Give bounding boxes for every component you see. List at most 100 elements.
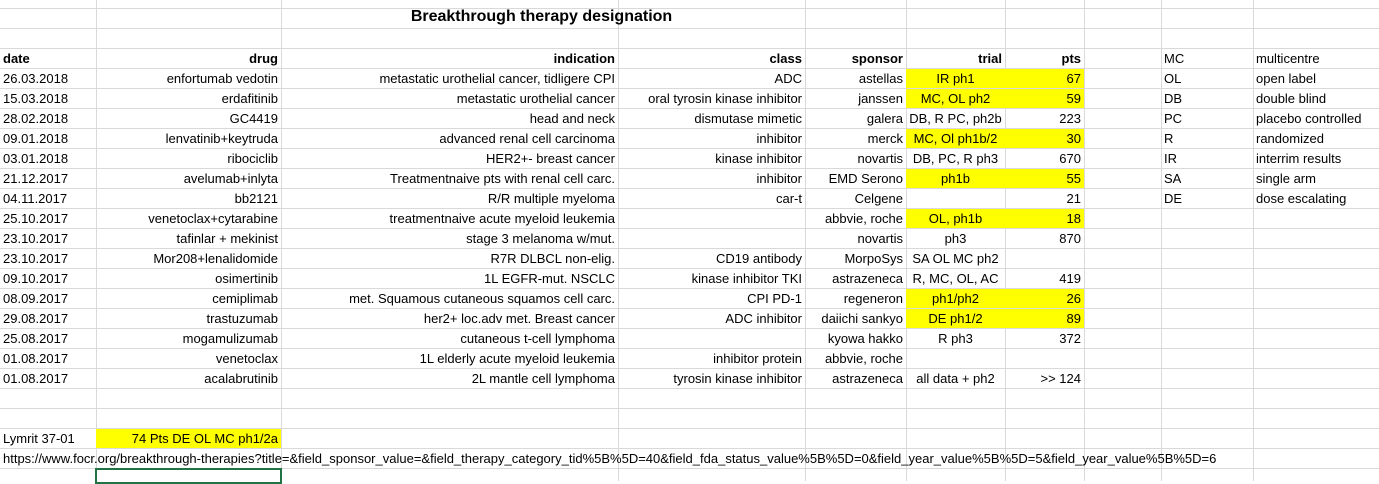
cell-trial[interactable]: DB, PC, R ph3: [912, 151, 999, 166]
cell-sponsor[interactable]: merck: [867, 131, 903, 146]
cell-trial[interactable]: R ph3: [938, 331, 973, 346]
cell-sponsor[interactable]: daiichi sankyo: [821, 311, 903, 326]
cell-indication[interactable]: met. Squamous cutaneous squamos cell car…: [349, 291, 615, 306]
cell-date[interactable]: 28.02.2018: [3, 111, 69, 126]
header-sponsor[interactable]: sponsor: [851, 51, 903, 66]
cell-drug[interactable]: erdafitinib: [221, 91, 278, 106]
cell-class[interactable]: dismutase mimetic: [694, 111, 802, 126]
cell-date[interactable]: 23.10.2017: [3, 251, 69, 266]
cell-date[interactable]: 08.09.2017: [3, 291, 69, 306]
cell-sponsor[interactable]: EMD Serono: [828, 171, 903, 186]
cell-drug[interactable]: osimertinib: [215, 271, 278, 286]
cell-class[interactable]: [618, 329, 805, 348]
cell-indication[interactable]: metastatic urothelial cancer: [456, 91, 615, 106]
cell-pts[interactable]: 670: [1059, 151, 1081, 166]
cell-pts[interactable]: 21: [1066, 191, 1081, 206]
footer-note[interactable]: 74 Pts DE OL MC ph1/2a: [96, 429, 281, 448]
cell-trial[interactable]: MC, OL ph2: [906, 89, 1005, 108]
legend-meaning[interactable]: randomized: [1256, 131, 1324, 146]
source-url[interactable]: https://www.focr.org/breakthrough-therap…: [3, 451, 1217, 466]
cell-pts[interactable]: 223: [1059, 111, 1081, 126]
cell-drug[interactable]: enfortumab vedotin: [166, 71, 278, 86]
cell-trial[interactable]: R, MC, OL, AC: [912, 271, 999, 286]
cell-indication[interactable]: R/R multiple myeloma: [487, 191, 615, 206]
cell-sponsor[interactable]: janssen: [858, 91, 903, 106]
cell-pts[interactable]: 89: [1005, 309, 1084, 328]
cell-pts[interactable]: [1005, 249, 1084, 268]
header-date[interactable]: date: [3, 51, 30, 66]
cell-drug[interactable]: GC4419: [229, 111, 278, 126]
cell-pts[interactable]: >> 124: [1040, 371, 1082, 386]
cell-drug[interactable]: venetoclax: [215, 351, 278, 366]
cell-drug[interactable]: tafinlar + mekinist: [176, 231, 278, 246]
cell-class[interactable]: inhibitor: [756, 131, 802, 146]
cell-pts[interactable]: [1005, 349, 1084, 368]
cell-sponsor[interactable]: Celgene: [854, 191, 903, 206]
cell-pts[interactable]: 59: [1005, 89, 1084, 108]
cell-sponsor[interactable]: kyowa hakko: [827, 331, 903, 346]
cell-indication[interactable]: cutaneous t-cell lymphoma: [460, 331, 615, 346]
cell-drug[interactable]: Mor208+lenalidomide: [153, 251, 278, 266]
cell-pts[interactable]: 30: [1005, 129, 1084, 148]
cell-date[interactable]: 09.01.2018: [3, 131, 69, 146]
cell-indication[interactable]: Treatmentnaive pts with renal cell carc.: [390, 171, 615, 186]
cell-class[interactable]: oral tyrosin kinase inhibitor: [648, 91, 802, 106]
legend-abbr[interactable]: PC: [1164, 111, 1183, 126]
header-trial[interactable]: trial: [978, 51, 1002, 66]
cell-trial[interactable]: OL, ph1b: [906, 209, 1005, 228]
legend-meaning[interactable]: single arm: [1256, 171, 1316, 186]
cell-trial[interactable]: ph1b: [906, 169, 1005, 188]
cell-indication[interactable]: 1L EGFR-mut. NSCLC: [484, 271, 615, 286]
cell-indication[interactable]: advanced renal cell carcinoma: [439, 131, 615, 146]
cell-trial[interactable]: [906, 189, 1005, 208]
cell-class[interactable]: ADC: [774, 71, 802, 86]
legend-meaning[interactable]: double blind: [1256, 91, 1327, 106]
cell-trial[interactable]: ph1/ph2: [906, 289, 1005, 308]
legend-abbr[interactable]: IR: [1164, 151, 1177, 166]
cell-drug[interactable]: mogamulizumab: [182, 331, 278, 346]
header-pts[interactable]: pts: [1061, 51, 1082, 66]
cell-class[interactable]: inhibitor: [756, 171, 802, 186]
cell-pts[interactable]: 419: [1059, 271, 1081, 286]
cell-indication[interactable]: her2+ loc.adv met. Breast cancer: [423, 311, 615, 326]
cell-class[interactable]: CD19 antibody: [716, 251, 802, 266]
legend-abbr[interactable]: DE: [1164, 191, 1183, 206]
cell-indication[interactable]: treatmentnaive acute myeloid leukemia: [389, 211, 615, 226]
cell-pts[interactable]: 18: [1005, 209, 1084, 228]
cell-drug[interactable]: trastuzumab: [206, 311, 278, 326]
cell-class[interactable]: kinase inhibitor TKI: [691, 271, 802, 286]
cell-trial[interactable]: IR ph1: [906, 69, 1005, 88]
legend-meaning[interactable]: multicentre: [1256, 51, 1320, 66]
cell-sponsor[interactable]: regeneron: [843, 291, 903, 306]
cell-pts[interactable]: 67: [1005, 69, 1084, 88]
cell-date[interactable]: 01.08.2017: [3, 371, 69, 386]
legend-meaning[interactable]: dose escalating: [1256, 191, 1347, 206]
cell-date[interactable]: 09.10.2017: [3, 271, 69, 286]
legend-meaning[interactable]: placebo controlled: [1256, 111, 1362, 126]
cell-date[interactable]: 25.08.2017: [3, 331, 69, 346]
cell-sponsor[interactable]: astrazeneca: [832, 371, 903, 386]
cell-date[interactable]: 03.01.2018: [3, 151, 69, 166]
cell-class[interactable]: inhibitor protein: [713, 351, 802, 366]
legend-meaning[interactable]: interrim results: [1256, 151, 1342, 166]
cell-class[interactable]: [618, 209, 805, 228]
cell-sponsor[interactable]: astrazeneca: [832, 271, 903, 286]
cell-date[interactable]: 04.11.2017: [3, 191, 68, 206]
legend-abbr[interactable]: DB: [1164, 91, 1183, 106]
cell-trial[interactable]: SA OL MC ph2: [912, 251, 999, 266]
cell-date[interactable]: 25.10.2017: [3, 211, 69, 226]
cell-trial[interactable]: [906, 349, 1005, 368]
cell-sponsor[interactable]: galera: [866, 111, 903, 126]
cell-sponsor[interactable]: astellas: [858, 71, 903, 86]
cell-pts[interactable]: 55: [1005, 169, 1084, 188]
header-drug[interactable]: drug: [249, 51, 278, 66]
cell-drug[interactable]: avelumab+inlyta: [183, 171, 278, 186]
cell-trial[interactable]: MC, Ol ph1b/2: [906, 129, 1005, 148]
cell-drug[interactable]: lenvatinib+keytruda: [165, 131, 278, 146]
cell-indication[interactable]: metastatic urothelial cancer, tidligere …: [379, 71, 615, 86]
cell-date[interactable]: 26.03.2018: [3, 71, 69, 86]
header-class[interactable]: class: [769, 51, 802, 66]
cell-indication[interactable]: 1L elderly acute myeloid leukemia: [419, 351, 615, 366]
cell-date[interactable]: 01.08.2017: [3, 351, 69, 366]
footer-label[interactable]: Lymrit 37-01: [3, 431, 75, 446]
